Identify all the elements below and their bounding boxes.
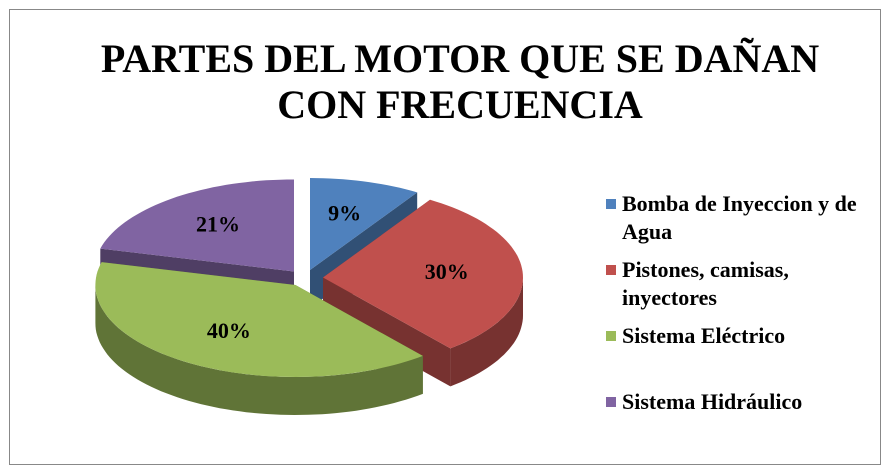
- slice: [323, 199, 523, 349]
- data-label: 9%: [328, 200, 361, 225]
- data-label: 30%: [425, 259, 469, 284]
- legend-swatch: [606, 397, 616, 407]
- legend-label: Sistema Eléctrico: [622, 323, 786, 348]
- legend-label: Pistones, camisas, inyectores: [622, 257, 789, 310]
- chart-title: PARTES DEL MOTOR QUE SE DAÑAN CON FRECUE…: [100, 36, 820, 127]
- legend-swatch: [606, 331, 616, 341]
- slice: [95, 262, 423, 377]
- data-label: 40%: [207, 318, 251, 343]
- chart-frame: [9, 9, 881, 465]
- slice-side: [95, 285, 423, 415]
- legend-item: Pistones, camisas, inyectores: [606, 256, 876, 312]
- legend-item: Bomba de Inyeccion y de Agua: [606, 190, 876, 246]
- data-label: 21%: [196, 211, 240, 236]
- slice: [310, 178, 418, 270]
- slice-side: [450, 277, 523, 387]
- legend-item: Sistema Eléctrico: [606, 322, 876, 378]
- legend: Bomba de Inyeccion y de Agua Pistones, ca…: [606, 190, 876, 454]
- legend-label: Sistema Hidráulico: [622, 389, 803, 414]
- legend-swatch: [606, 199, 616, 209]
- slice: [100, 179, 294, 272]
- legend-swatch: [606, 265, 616, 275]
- legend-item: Sistema Hidráulico: [606, 388, 876, 444]
- legend-label: Bomba de Inyeccion y de Agua: [622, 191, 857, 244]
